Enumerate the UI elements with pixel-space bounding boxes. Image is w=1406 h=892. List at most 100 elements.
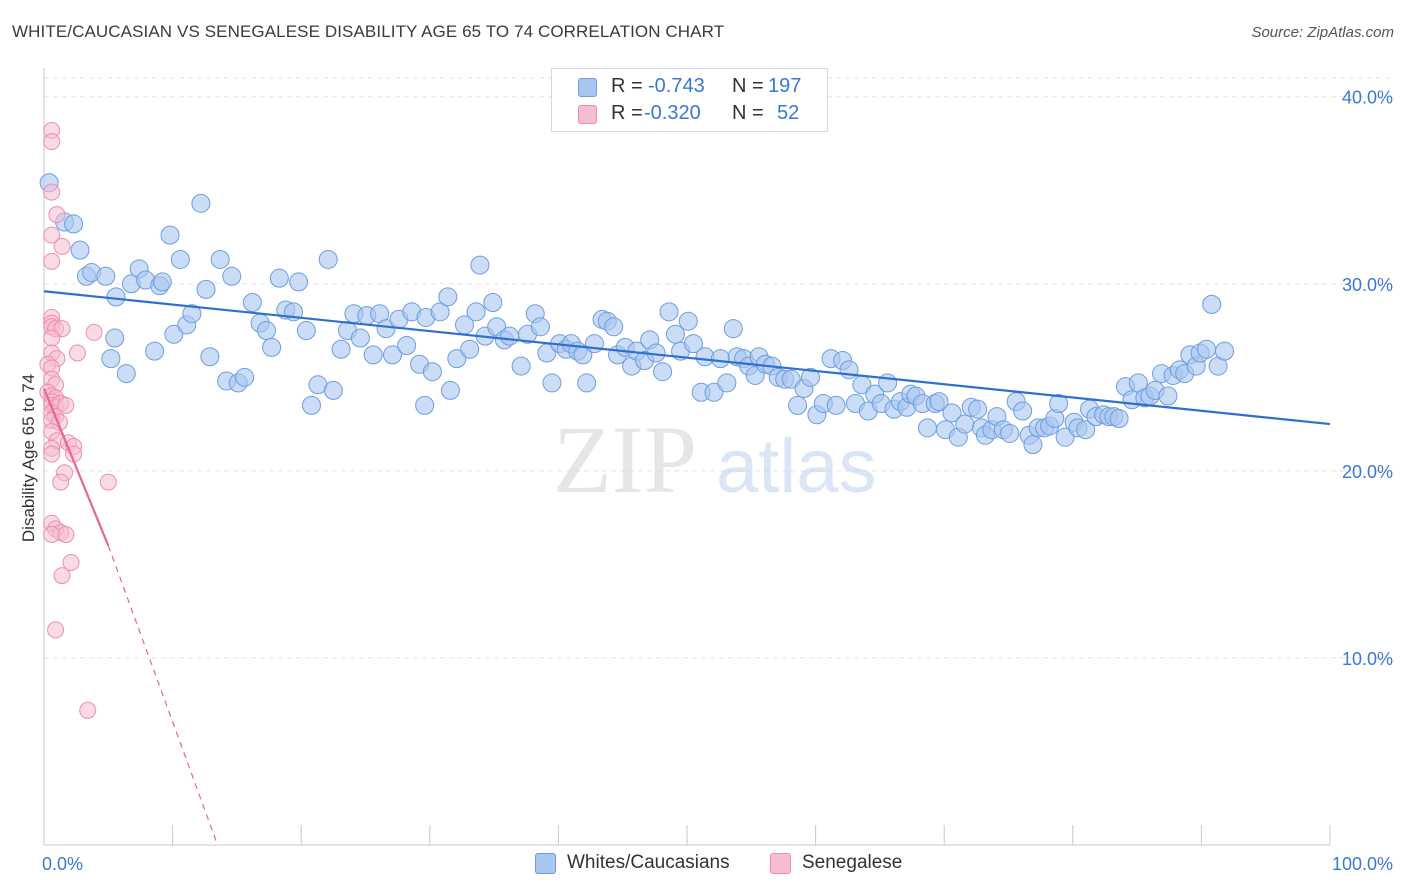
data-point-whites [1023, 435, 1043, 455]
data-point-senegalese [43, 183, 61, 201]
data-point-whites [222, 266, 242, 286]
data-point-whites [296, 321, 316, 341]
data-point-whites [262, 337, 282, 357]
data-point-whites [500, 326, 520, 346]
watermark-zip: ZIP [553, 406, 697, 513]
data-point-whites [460, 339, 480, 359]
data-point-whites [878, 373, 898, 393]
data-point-senegalese [53, 237, 71, 255]
y-tick-label: 30.0% [1342, 275, 1393, 295]
data-point-whites [929, 392, 949, 412]
data-point-whites [256, 321, 276, 341]
data-point-senegalese [43, 445, 61, 463]
data-point-whites [430, 302, 450, 322]
data-point-whites [917, 418, 937, 438]
data-point-whites [511, 356, 531, 376]
data-point-whites [363, 345, 383, 365]
data-point-whites [466, 302, 486, 322]
y-tick-label: 10.0% [1342, 649, 1393, 669]
data-point-whites [101, 349, 121, 369]
data-point-whites [191, 193, 211, 213]
data-point-whites [1158, 386, 1178, 406]
legend-n-label: N = [732, 75, 764, 97]
data-point-whites [323, 380, 343, 400]
chart-title: WHITE/CAUCASIAN VS SENEGALESE DISABILITY… [12, 22, 725, 41]
data-point-whites [710, 349, 730, 369]
data-point-whites [678, 311, 698, 331]
series-whites-points [39, 173, 1235, 455]
data-point-whites [683, 334, 703, 354]
legend-row-senegalese: R = -0.320 N = 52 [552, 101, 827, 127]
tick-labels: 10.0% 20.0% 30.0% 40.0% 0.0% 100.0% [42, 88, 1393, 874]
watermark-atlas: atlas [716, 424, 877, 509]
legend-row-whites: R = -0.743 N = 197 [552, 74, 827, 100]
legend-r-value: -0.320 [644, 102, 701, 124]
data-point-whites [200, 347, 220, 367]
data-point-whites [659, 302, 679, 322]
data-point-whites [116, 364, 136, 384]
data-point-whites [942, 403, 962, 423]
data-point-senegalese [57, 396, 75, 414]
data-point-whites [105, 328, 125, 348]
data-point-whites [106, 287, 126, 307]
data-point-whites [235, 367, 255, 387]
data-point-whites [968, 399, 988, 419]
data-point-whites [160, 225, 180, 245]
data-point-whites [196, 279, 216, 299]
legend-swatch-blue [535, 853, 556, 874]
data-point-whites [1049, 394, 1069, 414]
legend-r-label: R = [611, 102, 643, 124]
data-point-whites [788, 395, 808, 415]
data-point-senegalese [43, 525, 61, 543]
legend-n-label: N = [732, 102, 764, 124]
data-point-whites [397, 336, 417, 356]
data-point-whites [542, 373, 562, 393]
data-point-whites [1109, 408, 1129, 428]
bottom-legend-whites-label: Whites/Caucasians [567, 852, 730, 873]
data-point-senegalese [43, 252, 61, 270]
y-tick-label: 20.0% [1342, 462, 1393, 482]
data-point-whites [269, 268, 289, 288]
data-point-whites [383, 345, 403, 365]
data-point-senegalese [68, 344, 86, 362]
data-point-whites [438, 287, 458, 307]
data-point-whites [331, 339, 351, 359]
data-point-whites [289, 272, 309, 292]
data-point-senegalese [47, 621, 65, 639]
data-point-senegalese [53, 567, 71, 585]
data-point-whites [1202, 294, 1222, 314]
legend-swatch-pink [770, 853, 791, 874]
data-point-whites [530, 317, 550, 337]
data-point-senegalese [79, 701, 97, 719]
data-point-senegalese [52, 473, 70, 491]
source-label: Source: ZipAtlas.com [1251, 24, 1394, 41]
data-point-whites [301, 395, 321, 415]
legend-r-label: R = [611, 75, 643, 97]
trend-lines [42, 290, 1331, 846]
data-point-whites [64, 214, 84, 234]
data-point-whites [182, 304, 202, 324]
data-point-whites [447, 349, 467, 369]
legend: R = -0.743 N = 197 R = -0.320 N = 52 [551, 68, 828, 132]
data-point-whites [1076, 420, 1096, 440]
data-point-whites [1215, 341, 1235, 361]
data-point-whites [242, 292, 262, 312]
data-point-whites [318, 249, 338, 269]
legend-n-value: 52 [777, 102, 800, 124]
data-point-whites [1000, 423, 1020, 443]
data-point-senegalese [43, 329, 61, 347]
data-point-whites [170, 249, 190, 269]
data-point-whites [145, 341, 165, 361]
data-point-whites [376, 319, 396, 339]
data-point-senegalese [48, 206, 66, 224]
data-point-whites [96, 266, 116, 286]
data-point-whites [70, 240, 90, 260]
data-point-whites [483, 292, 503, 312]
y-axis-label: Disability Age 65 to 74 [19, 374, 38, 542]
data-point-whites [470, 255, 490, 275]
data-point-senegalese [43, 226, 61, 244]
bottom-legend-senegalese-label: Senegalese [802, 852, 903, 873]
data-point-whites [415, 395, 435, 415]
trend-line-senegalese-extension [107, 545, 219, 846]
